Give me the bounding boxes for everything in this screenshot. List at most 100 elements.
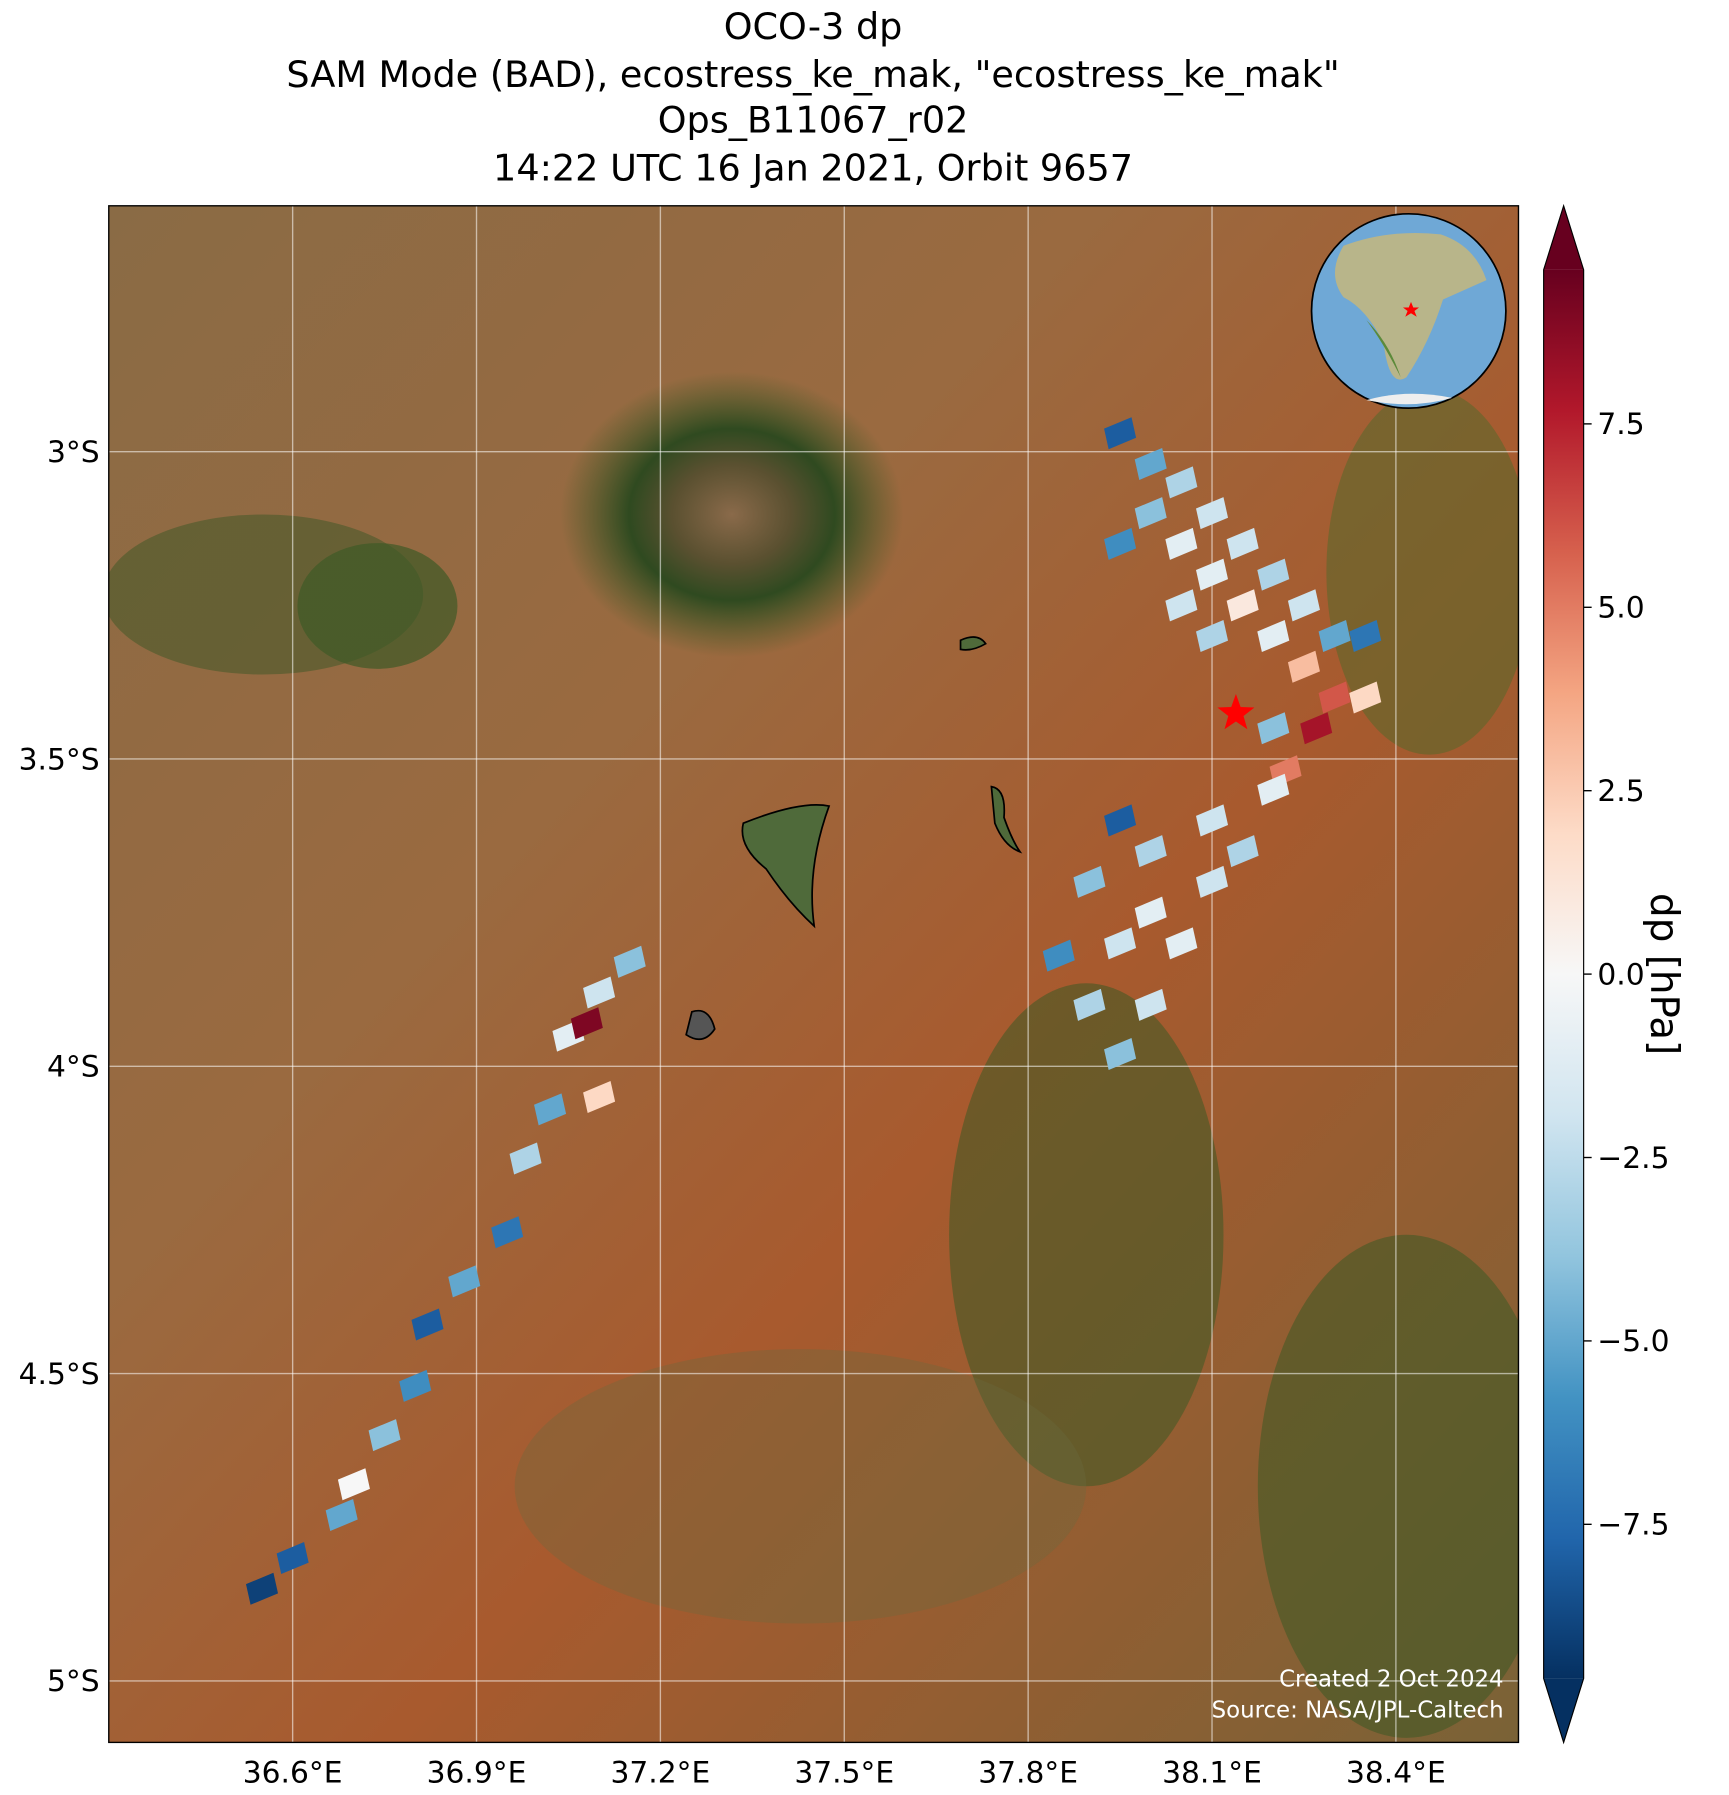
sounding <box>583 976 616 1009</box>
sounding <box>1318 681 1351 714</box>
sounding <box>245 1572 279 1605</box>
lake <box>685 1009 716 1041</box>
x-tick-label: 38.1°E <box>1162 1755 1262 1790</box>
y-tick-label: 3.5°S <box>19 742 100 777</box>
title: OCO-3 dp SAM Mode (BAD), ecostress_ke_ma… <box>286 5 1339 190</box>
sounding <box>1196 804 1229 837</box>
sounding <box>1196 865 1229 898</box>
colorbar-extend-max <box>1543 205 1584 270</box>
globe-marker <box>1403 301 1420 317</box>
sounding <box>1104 927 1137 960</box>
terrain <box>1326 388 1519 755</box>
credit: Created 2 Oct 2024 <box>1279 1666 1504 1692</box>
x-tick-label: 37.5°E <box>794 1755 894 1790</box>
colorbar-tick-label: 5.0 <box>1597 591 1644 626</box>
sounding <box>399 1369 432 1402</box>
sounding <box>337 1468 370 1501</box>
sounding <box>1287 589 1320 622</box>
sounding <box>1196 558 1229 591</box>
title-line: 14:22 UTC 16 Jan 2021, Orbit 9657 <box>493 147 1133 190</box>
sounding <box>1318 620 1351 653</box>
sounding <box>411 1308 444 1341</box>
sounding <box>570 1007 603 1040</box>
target <box>1217 694 1255 730</box>
sounding <box>1196 497 1229 530</box>
sounding <box>1287 650 1320 683</box>
colorbar: 7.5 5.0 2.5 0.0 −2.5 −5.0 −7.5 <box>1543 203 1670 1745</box>
sounding <box>276 1542 309 1575</box>
sounding <box>1257 712 1290 745</box>
sounding <box>491 1216 524 1249</box>
grid <box>108 205 1519 1743</box>
sounding <box>1349 620 1382 653</box>
sounding <box>1134 896 1167 929</box>
title-line: OCO-3 dp <box>724 5 903 48</box>
colorbar-tick-label: 2.5 <box>1597 774 1644 809</box>
axes: 36.6°E 36.9°E 37.2°E 37.5°E 37.8°E 38.1°E 38.4… <box>19 435 1446 1790</box>
sounding <box>448 1265 481 1298</box>
colorbar-frame <box>1543 203 1585 1745</box>
sounding <box>1226 527 1259 560</box>
globe-inset <box>1310 212 1507 410</box>
sounding <box>325 1498 358 1531</box>
sounding <box>613 945 646 978</box>
sounding <box>1134 497 1167 530</box>
colorbar-tick-label: −7.5 <box>1597 1508 1669 1543</box>
y-tick-label: 4°S <box>47 1050 100 1085</box>
lake <box>990 785 1023 854</box>
lake <box>959 636 987 651</box>
sounding <box>1104 1037 1137 1071</box>
sounding <box>1104 804 1137 837</box>
sounding <box>1257 620 1290 653</box>
sounding <box>1257 773 1290 806</box>
colorbar-tick-label: −2.5 <box>1597 1141 1669 1176</box>
sounding <box>583 1081 616 1114</box>
map: Created 2 Oct 2024 Source: NASA/JPL-Calt… <box>108 205 1519 1743</box>
terrain <box>1257 1234 1519 1738</box>
sounding <box>1042 939 1075 972</box>
sounding <box>534 1093 567 1126</box>
x-tick-label: 38.4°E <box>1346 1755 1446 1790</box>
title-line: SAM Mode (BAD), ecostress_ke_mak, "ecost… <box>286 53 1339 96</box>
sounding <box>1349 681 1382 714</box>
credit: Source: NASA/JPL-Caltech <box>1212 1697 1504 1723</box>
lake <box>741 804 831 929</box>
sounding <box>1257 558 1290 591</box>
ice <box>1366 393 1453 405</box>
colorbar-extend-min <box>1543 1678 1584 1743</box>
sounding <box>1104 527 1137 560</box>
sounding <box>1104 417 1137 450</box>
sounding <box>1165 527 1198 560</box>
y-tick-label: 4.5°S <box>19 1357 100 1392</box>
soundings <box>245 417 1382 1605</box>
terrain <box>514 1349 1087 1624</box>
map-frame <box>108 205 1520 1744</box>
sounding <box>1226 835 1259 868</box>
sounding <box>1165 466 1198 499</box>
sounding <box>1226 589 1259 622</box>
sounding <box>1196 620 1229 653</box>
target-marker <box>1217 694 1255 730</box>
colorbar-tick-label: −5.0 <box>1597 1324 1669 1359</box>
colorbar-body <box>1543 269 1584 1679</box>
sounding <box>1134 835 1167 868</box>
x-tick-label: 37.2°E <box>610 1755 710 1790</box>
x-tick-label: 37.8°E <box>978 1755 1078 1790</box>
terrain <box>297 543 458 669</box>
y-tick-label: 3°S <box>47 435 100 470</box>
title-line: Ops_B11067_r02 <box>658 99 969 142</box>
sounding <box>1073 988 1106 1021</box>
terrain <box>949 983 1224 1487</box>
colorbar-tick-label: 7.5 <box>1597 407 1644 442</box>
sounding <box>1165 927 1198 960</box>
sounding <box>1073 865 1106 898</box>
y-tick-label: 5°S <box>47 1664 100 1699</box>
x-tick-label: 36.6°E <box>243 1755 343 1790</box>
sounding <box>1134 988 1167 1021</box>
x-tick-label: 36.9°E <box>427 1755 527 1790</box>
colorbar-label: dp [hPa] <box>1641 893 1686 1055</box>
sounding <box>1134 447 1167 480</box>
colorbar-tick-label: 0.0 <box>1597 957 1644 992</box>
sounding <box>1165 589 1198 622</box>
